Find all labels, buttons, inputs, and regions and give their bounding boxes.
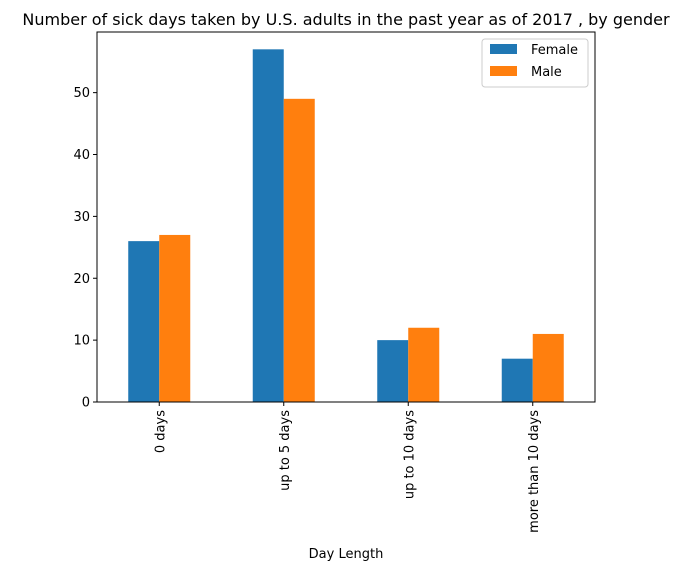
legend-swatch-male [490,66,517,76]
y-axis: 0 10 20 30 40 50 [73,86,97,411]
x-axis: 0 days up to 5 days up to 10 days more than… [153,402,542,533]
y-tick-label-10: 10 [73,334,90,349]
bar-female-more-than-10-days [501,358,533,402]
x-tick-label-more-than-10-days: more than 10 days [527,410,542,533]
legend: Female Male [481,38,589,88]
plot-frame [96,31,596,403]
x-axis-label: Day Length [309,547,384,562]
bars-layer [128,49,564,403]
x-tick-label-0-days: 0 days [153,410,168,453]
bar-male-up-to-5-days [283,98,315,402]
x-tick-label-up-to-5-days: up to 5 days [278,410,293,491]
y-tick-label-0: 0 [82,396,90,411]
x-tick-label-up-to-10-days: up to 10 days [402,410,417,499]
y-tick-label-30: 30 [73,210,90,225]
y-tick-label-20: 20 [73,272,90,287]
bar-female-up-to-10-days [377,340,409,402]
bar-female-up-to-5-days [252,49,284,403]
bar-male-0-days [159,234,191,402]
bar-male-up-to-10-days [408,327,440,402]
chart-title: Number of sick days taken by U.S. adults… [22,10,670,29]
bar-female-0-days [128,241,160,402]
legend-label-male: Male [531,65,562,80]
y-tick-label-50: 50 [73,86,90,101]
legend-label-female: Female [531,43,578,58]
y-tick-label-40: 40 [73,148,90,163]
bar-male-more-than-10-days [532,333,564,402]
legend-swatch-female [490,44,517,54]
